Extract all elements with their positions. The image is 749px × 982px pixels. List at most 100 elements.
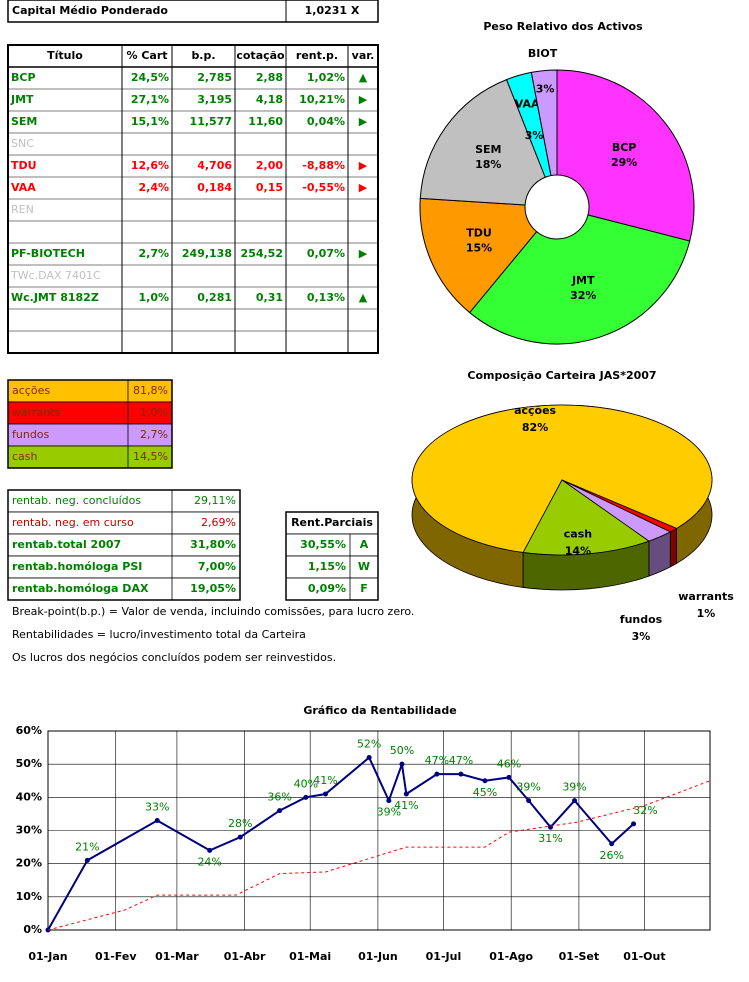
partials-code: W (358, 560, 370, 573)
slice-value: 82% (522, 421, 548, 434)
cell: 0,04% (307, 115, 345, 128)
donut-slice (419, 197, 538, 314)
donut-slice (530, 69, 558, 177)
column-header: rent.p. (296, 49, 338, 62)
data-label: 47% (449, 754, 473, 767)
point (154, 818, 160, 824)
x-tick-label: 01-Fev (95, 950, 137, 963)
allocation-value: 81,8% (133, 384, 168, 397)
x-tick-label: 01-Mai (289, 950, 331, 963)
cell: 2,785 (197, 71, 232, 84)
y-tick-label: 60% (16, 724, 42, 737)
slice-value: 15% (466, 242, 492, 255)
partials-value: 1,15% (308, 560, 346, 573)
cell: JMT (10, 93, 34, 106)
data-label: 28% (228, 817, 252, 830)
returns-label: rentab.total 2007 (12, 538, 121, 551)
pie-slice (411, 404, 713, 553)
cell: SEM (11, 115, 37, 128)
cell: 4,18 (256, 93, 283, 106)
cell: ▶ (359, 93, 368, 106)
cell: 24,5% (131, 71, 169, 84)
cell: 0,15 (256, 181, 283, 194)
donut-slice (419, 78, 546, 206)
allocation-border (7, 379, 173, 469)
cell: 0,184 (197, 181, 232, 194)
cell: ▲ (359, 291, 368, 304)
data-label: 24% (197, 855, 221, 868)
slice-name: BIOT (528, 47, 558, 60)
y-tick-label: 40% (16, 790, 42, 803)
slice-value: 14% (565, 545, 591, 558)
cell: TWc.DAX 7401C (10, 269, 101, 282)
chart-title: Gráfico da Rentabilidade (303, 704, 456, 717)
data-label: 33% (145, 801, 169, 814)
y-tick-label: 30% (16, 824, 42, 837)
point (403, 791, 409, 797)
point (572, 798, 578, 804)
column-header: cotação (236, 49, 285, 62)
data-label: 26% (599, 849, 623, 862)
point (84, 857, 90, 863)
cell: 2,4% (138, 181, 169, 194)
x-tick-label: 01-Mar (155, 950, 199, 963)
plot-border (47, 730, 711, 931)
slice-name: SEM (475, 143, 501, 156)
slice-name: VAA (515, 97, 540, 110)
returns-label: rentab.homóloga PSI (12, 560, 142, 573)
note: Rentabilidades = lucro/investimento tota… (12, 628, 306, 641)
partials-code: A (360, 538, 369, 551)
cell: 12,6% (131, 159, 169, 172)
cell: SNC (11, 137, 34, 150)
slice-name: BCP (612, 141, 637, 154)
returns-value: 2,69% (201, 516, 236, 529)
returns-label: rentab. neg. concluídos (12, 494, 141, 507)
cell: PF-BIOTECH (11, 247, 85, 260)
cell: 2,88 (256, 71, 283, 84)
cell: 11,60 (248, 115, 283, 128)
data-label: 32% (633, 804, 657, 817)
header-label: Capital Médio Ponderado (12, 4, 168, 17)
allocation-label: fundos (12, 428, 50, 441)
returns-value: 31,80% (190, 538, 236, 551)
partials-title: Rent.Parciais (291, 516, 373, 529)
returns-value: 29,11% (194, 494, 236, 507)
note: Break-point(b.p.) = Valor de venda, incl… (12, 605, 414, 618)
data-label: 31% (538, 832, 562, 845)
x-tick-label: 01-Abr (224, 950, 266, 963)
data-label: 45% (473, 786, 497, 799)
allocation-value: 2,7% (140, 428, 168, 441)
data-label: 39% (516, 781, 540, 794)
returns-label: rentab.homóloga DAX (12, 582, 149, 595)
x-tick-label: 01-Jan (28, 950, 67, 963)
x-tick-label: 01-Jul (426, 950, 462, 963)
allocation-value: 1,0% (140, 406, 168, 419)
allocation-label: acções (12, 384, 50, 397)
column-header: var. (352, 49, 375, 62)
data-label: 21% (75, 840, 99, 853)
data-label: 46% (497, 757, 521, 770)
slice-name: acções (514, 404, 556, 417)
x-tick-label: 01-Ago (489, 950, 533, 963)
cell: 4,706 (197, 159, 232, 172)
returns-label: rentab. neg. em curso (12, 516, 134, 529)
pie-slice (522, 479, 650, 556)
cell: 2,00 (256, 159, 283, 172)
point (399, 761, 405, 767)
cell: ▶ (359, 159, 368, 172)
slice-value: 32% (570, 289, 596, 302)
chart-title: Composição Carteira JAS*2007 (467, 369, 656, 382)
cell: ▶ (359, 247, 368, 260)
partials-border (285, 511, 379, 601)
cell: VAA (11, 181, 36, 194)
allocation-label: warrants (12, 406, 61, 419)
cell: ▶ (359, 181, 368, 194)
slice-value: 3% (525, 129, 544, 142)
y-tick-label: 10% (16, 890, 42, 903)
data-label: 52% (357, 738, 381, 751)
cell: 0,13% (307, 291, 345, 304)
header-value: 1,0231 X (305, 4, 360, 17)
cell: 2,7% (138, 247, 169, 260)
series-line (47, 780, 711, 931)
